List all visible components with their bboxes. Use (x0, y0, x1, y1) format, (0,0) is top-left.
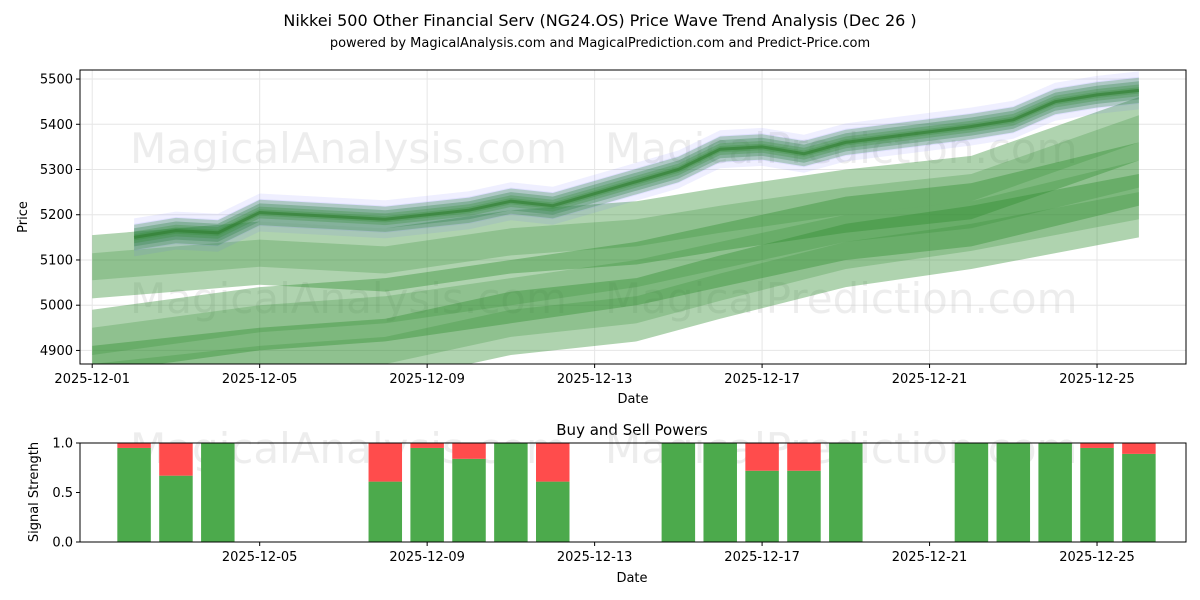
sell-bar (368, 443, 403, 482)
buy-bar (787, 470, 821, 542)
price-wave-green-2 (134, 81, 1139, 247)
buy-bar (1122, 453, 1156, 542)
buy-bar (1080, 447, 1114, 542)
buy-bar (159, 475, 193, 542)
forecast-band-3 (92, 174, 1139, 364)
signal-x-tick-label: 2025-12-17 (724, 550, 800, 565)
watermark-analysis-top: MagicalAnalysis.com (130, 124, 567, 173)
chart-title: Nikkei 500 Other Financial Serv (NG24.OS… (283, 11, 916, 30)
price-y-axis-label: Price (16, 201, 31, 233)
buy-bar (703, 443, 737, 542)
watermark-analysis-mid: MagicalAnalysis.com (130, 274, 567, 323)
price-watermarks: MagicalAnalysis.com MagicalPrediction.co… (130, 124, 1078, 323)
sell-bar (159, 443, 193, 476)
buy-bar (996, 443, 1031, 542)
price-wave-green-1 (134, 77, 1139, 250)
sell-bar (452, 443, 486, 459)
signal-title: Buy and Sell Powers (556, 421, 708, 439)
price-x-ticks: 2025-12-01 2025-12-05 2025-12-09 2025-12-13… (54, 364, 1135, 387)
price-x-tick-label: 2025-12-13 (557, 372, 633, 387)
price-x-tick-label: 2025-12-05 (222, 372, 298, 387)
price-wave-green-3 (134, 84, 1139, 244)
signal-bars-layer (117, 443, 1156, 542)
price-y-tick-label: 4900 (40, 344, 73, 359)
sell-bar (117, 443, 151, 448)
buy-bar (494, 443, 528, 542)
signal-x-ticks: 2025-12-05 2025-12-09 2025-12-13 2025-12-17… (222, 542, 1135, 565)
price-series-layer (92, 71, 1140, 364)
buy-bar (201, 443, 235, 542)
price-y-tick-label: 5100 (40, 253, 73, 268)
price-y-tick-label: 5300 (40, 163, 73, 178)
buy-bar (536, 481, 570, 542)
chart-subtitle: powered by MagicalAnalysis.com and Magic… (330, 36, 870, 51)
price-y-tick-label: 5000 (40, 299, 73, 314)
buy-bar (410, 447, 444, 542)
price-grid (80, 70, 1186, 364)
signal-x-tick-label: 2025-12-21 (892, 550, 968, 565)
signal-y-ticks: 0.0 0.5 1.0 (52, 437, 80, 551)
price-plot-background (80, 70, 1186, 364)
buy-bar (829, 443, 863, 542)
signal-x-tick-label: 2025-12-09 (389, 550, 465, 565)
sell-bar (1122, 443, 1156, 454)
signal-y-tick-label: 0.5 (52, 486, 73, 501)
sell-bar (787, 443, 821, 471)
sell-bar (536, 443, 570, 482)
buy-bar (117, 447, 151, 542)
signal-y-tick-label: 0.0 (52, 536, 73, 551)
price-y-ticks: 4900 5000 5100 5200 5300 5400 5500 (40, 73, 80, 359)
price-x-tick-label: 2025-12-01 (54, 372, 130, 387)
price-y-tick-label: 5400 (40, 118, 73, 133)
forecast-band-1 (92, 97, 1139, 299)
price-wave-blue-2 (134, 76, 1139, 251)
watermark-prediction-mid: MagicalPrediction.com (605, 274, 1078, 323)
price-x-tick-label: 2025-12-17 (724, 372, 800, 387)
signal-x-tick-label: 2025-12-25 (1059, 550, 1135, 565)
price-y-tick-label: 5500 (40, 73, 73, 88)
sell-bar (1080, 443, 1114, 448)
signal-panel: Buy and Sell Powers MagicalAnalysis.com … (27, 421, 1187, 586)
sell-bar (410, 443, 444, 448)
price-x-axis-label: Date (617, 392, 648, 407)
buy-bar (1038, 443, 1072, 542)
signal-y-tick-label: 1.0 (52, 437, 73, 452)
signal-x-axis-label: Date (616, 571, 647, 586)
buy-bar (954, 443, 989, 542)
signal-x-tick-label: 2025-12-13 (557, 550, 633, 565)
price-x-tick-label: 2025-12-25 (1059, 372, 1135, 387)
buy-bar (368, 481, 403, 542)
buy-bar (452, 458, 486, 542)
price-wave-blue-1 (134, 71, 1139, 257)
buy-bar (661, 443, 696, 542)
price-panel: MagicalAnalysis.com MagicalPrediction.co… (16, 69, 1187, 407)
price-x-tick-label: 2025-12-21 (892, 372, 968, 387)
forecast-band-2 (92, 142, 1139, 364)
price-plot-frame (79, 69, 1187, 365)
price-y-tick-label: 5200 (40, 208, 73, 223)
watermark-prediction-top: MagicalPrediction.com (605, 124, 1078, 173)
sell-bar (745, 443, 779, 471)
signal-x-tick-label: 2025-12-05 (222, 550, 298, 565)
forecast-band-core-2 (92, 160, 1139, 355)
price-wave-center-line (133, 88, 1140, 239)
buy-bar (745, 470, 779, 542)
price-wave-blue-3 (134, 81, 1139, 247)
signal-y-axis-label: Signal Strength (27, 442, 42, 542)
price-x-tick-label: 2025-12-09 (389, 372, 465, 387)
forecast-band-core-1 (92, 115, 1139, 281)
